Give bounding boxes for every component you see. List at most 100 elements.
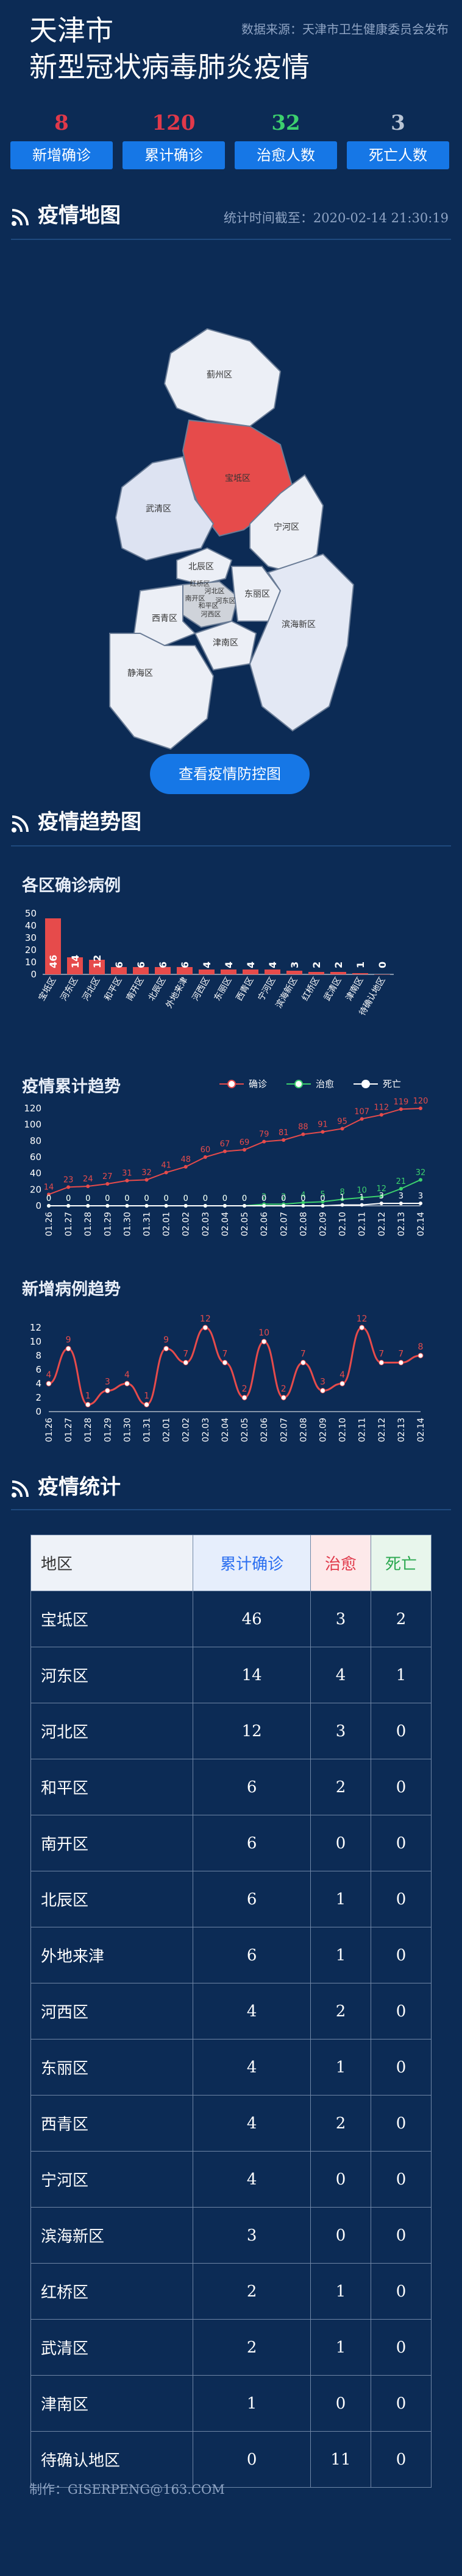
y-tick-label: 40 (30, 1168, 41, 1179)
cell-dead: 0 (370, 2375, 432, 2432)
table-row[interactable]: 河西区 4 2 0 (30, 1983, 432, 2039)
stat-label[interactable]: 新增确诊 (10, 141, 113, 169)
y-tick-label: 30 (25, 932, 37, 943)
data-point (144, 1178, 149, 1182)
cell-cured: 0 (310, 2375, 371, 2432)
cell-confirmed: 2 (193, 2319, 311, 2376)
table-row[interactable]: 武清区 2 1 0 (30, 2319, 432, 2376)
cell-cured: 0 (310, 2151, 371, 2208)
tianjin-map[interactable]: 蓟州区 宝坻区 武清区 宁河区 北辰区 红桥区 河北区 南开区 河东区 和平区 … (98, 304, 372, 767)
data-point (46, 1381, 52, 1387)
data-point (398, 1360, 404, 1365)
cell-confirmed: 6 (193, 1759, 311, 1815)
header-district[interactable]: 地区 (30, 1535, 194, 1591)
data-label: 7 (300, 1350, 306, 1359)
section-title-text: 疫情统计 (38, 1475, 121, 1499)
header-confirmed[interactable]: 累计确诊 (193, 1535, 311, 1591)
table-row[interactable]: 滨海新区 3 0 0 (30, 2207, 432, 2264)
bar (265, 970, 280, 974)
district-jinnan (194, 620, 257, 671)
map-label-xiqing: 西青区 (152, 613, 177, 623)
table-row[interactable]: 西青区 4 2 0 (30, 2095, 432, 2152)
stat-label[interactable]: 治愈人数 (235, 141, 337, 169)
cell-dead: 0 (370, 2319, 432, 2376)
data-label: 1 (85, 1392, 91, 1401)
bar-value-label: 14 (69, 955, 81, 968)
data-label: 4 (46, 1370, 52, 1380)
data-point (66, 1204, 71, 1208)
cell-confirmed: 4 (193, 2095, 311, 2152)
bar-value-label: 4 (245, 962, 257, 968)
cell-confirmed: 2 (193, 2263, 311, 2320)
x-tick-label: 北辰区 (147, 976, 168, 1002)
x-tick-label: 02.03 (201, 1212, 211, 1236)
table-row[interactable]: 宝坻区 46 3 2 (30, 1591, 432, 1647)
x-tick-label: 02.01 (162, 1418, 172, 1442)
data-label: 0 (124, 1194, 129, 1203)
bar (308, 972, 324, 974)
table-row[interactable]: 北辰区 6 1 0 (30, 1871, 432, 1927)
table-row[interactable]: 津南区 1 0 0 (30, 2375, 432, 2432)
data-label: 1 (144, 1392, 149, 1401)
table-row[interactable]: 南开区 6 0 0 (30, 1815, 432, 1871)
cell-cured: 1 (310, 2263, 371, 2320)
data-label: 0 (124, 1194, 129, 1203)
map-label-jizhou: 蓟州区 (207, 370, 232, 379)
cell-cured: 2 (310, 1759, 371, 1815)
data-label: 27 (102, 1172, 113, 1181)
data-point (164, 1170, 168, 1175)
chart-title-daily: 新增病例趋势 (22, 1280, 121, 1299)
cell-cured: 2 (310, 2095, 371, 2152)
data-label: 3 (320, 1378, 325, 1387)
x-tick-label: 02.06 (260, 1212, 269, 1236)
data-label: 4 (124, 1370, 130, 1380)
x-tick-label: 津南区 (344, 976, 366, 1002)
divider (11, 845, 451, 846)
cell-dead: 0 (370, 1871, 432, 1927)
data-label: 0 (46, 1194, 51, 1203)
bar (199, 970, 215, 974)
bar-value-label: 4 (223, 962, 235, 968)
y-tick-label: 2 (35, 1392, 41, 1403)
bar (177, 967, 193, 974)
data-point (222, 1204, 227, 1208)
cell-district: 待确认地区 (30, 2431, 194, 2488)
stat-label[interactable]: 死亡人数 (347, 141, 449, 169)
table-row[interactable]: 河北区 12 3 0 (30, 1703, 432, 1759)
view-prevention-map-button[interactable]: 查看疫情防控图 (150, 754, 310, 794)
legend-label: 治愈 (316, 1079, 334, 1089)
data-point (203, 1155, 207, 1159)
data-point (222, 1360, 228, 1365)
x-tick-label: 02.14 (416, 1418, 426, 1442)
data-point (163, 1346, 169, 1351)
bar (155, 967, 171, 974)
data-point (379, 1202, 383, 1205)
header-dead[interactable]: 死亡 (370, 1535, 432, 1591)
data-label: 12 (377, 1184, 387, 1194)
x-tick-label: 01.26 (44, 1418, 54, 1442)
x-tick-label: 01.29 (103, 1212, 113, 1236)
x-tick-label: 武清区 (322, 976, 344, 1002)
map-label-hexi: 河西区 (201, 610, 221, 618)
cell-dead: 0 (370, 2431, 432, 2488)
data-point (65, 1346, 71, 1351)
page-header: 天津市 新型冠状病毒肺炎疫情 数据来源：天津市卫生健康委员会发布 (0, 0, 462, 91)
map-label-heping: 和平区 (199, 602, 219, 610)
data-point (280, 1395, 286, 1401)
legend-marker (361, 1080, 370, 1088)
table-row[interactable]: 红桥区 2 1 0 (30, 2263, 432, 2320)
bar-value-label: 2 (333, 962, 344, 968)
data-label: 41 (161, 1161, 171, 1170)
stat-new-confirmed: 8 新增确诊 (10, 110, 113, 169)
table-row[interactable]: 待确认地区 0 11 0 (30, 2431, 432, 2488)
table-row[interactable]: 河东区 14 4 1 (30, 1647, 432, 1703)
data-label: 0 (222, 1194, 227, 1203)
stat-label[interactable]: 累计确诊 (123, 141, 225, 169)
data-label: 0 (144, 1194, 149, 1203)
table-row[interactable]: 和平区 6 2 0 (30, 1759, 432, 1815)
table-row[interactable]: 宁河区 4 0 0 (30, 2151, 432, 2208)
header-cured[interactable]: 治愈 (310, 1535, 371, 1591)
data-label: 0 (46, 1194, 51, 1203)
table-row[interactable]: 东丽区 4 1 0 (30, 2039, 432, 2096)
table-row[interactable]: 外地来津 6 1 0 (30, 1927, 432, 1983)
